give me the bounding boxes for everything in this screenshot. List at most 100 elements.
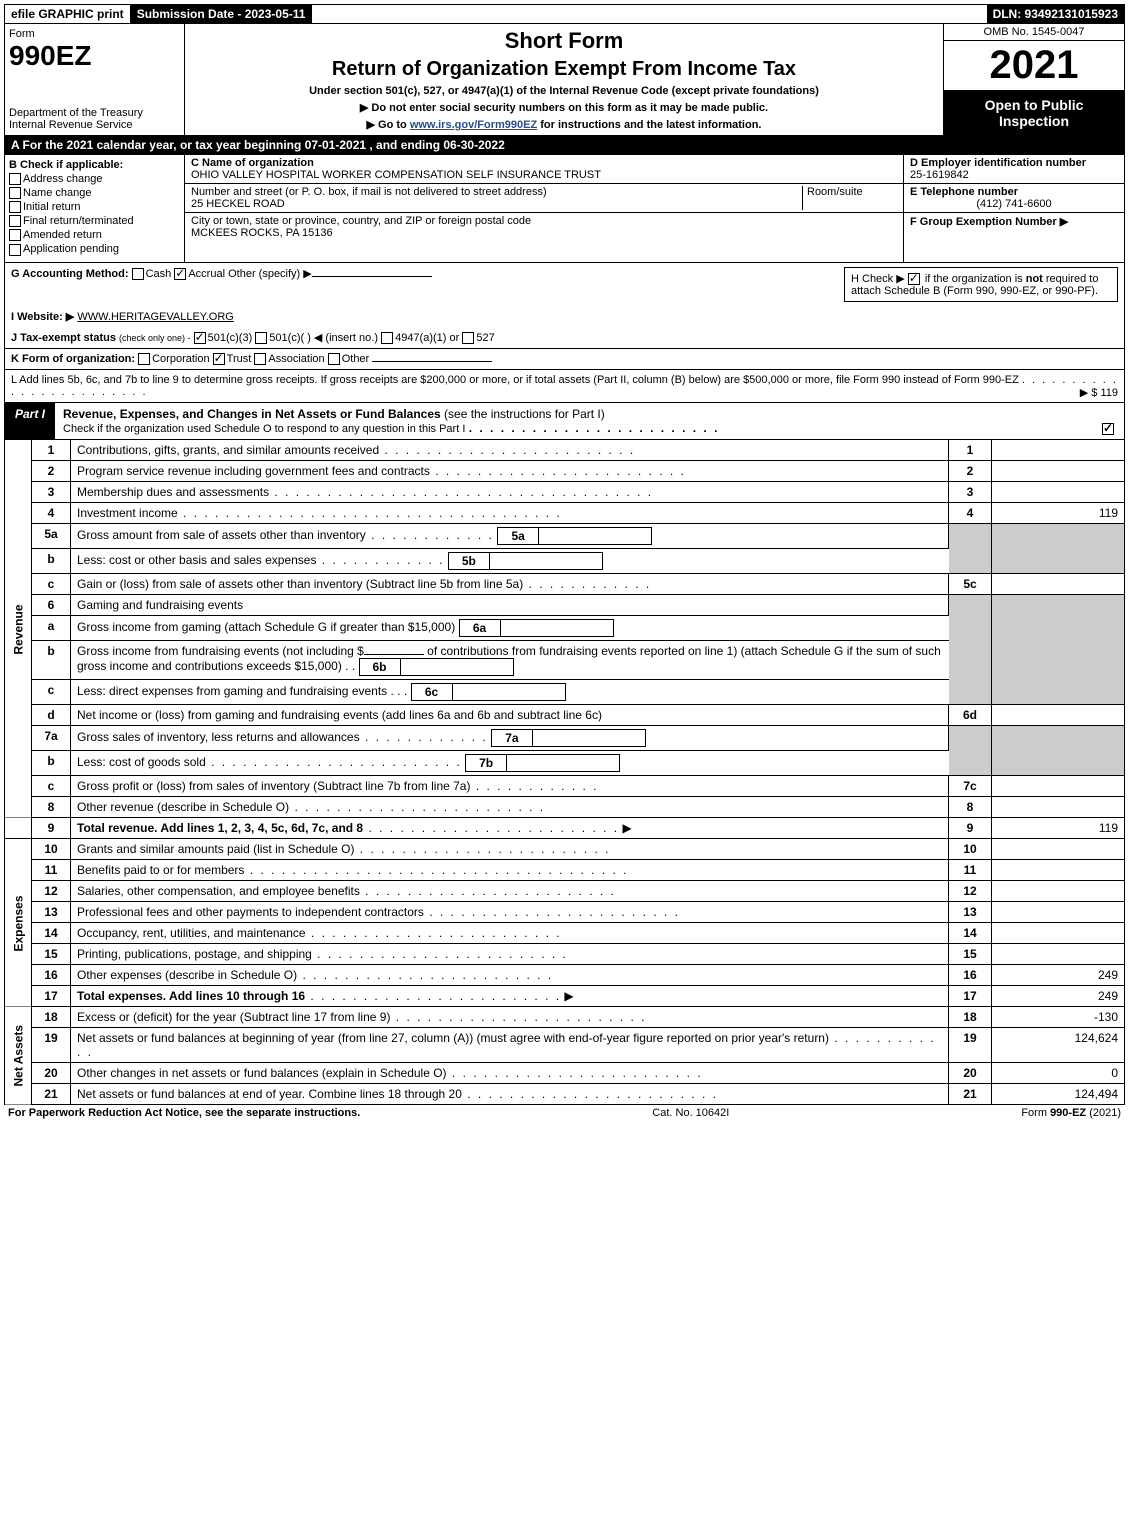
form-title: Return of Organization Exempt From Incom… — [193, 58, 935, 81]
check-4947[interactable] — [381, 332, 393, 344]
amt-19: 124,624 — [992, 1027, 1125, 1062]
col-b: B Check if applicable: Address change Na… — [5, 155, 185, 262]
check-pending[interactable] — [9, 244, 21, 256]
footer-right: Form 990-EZ (2021) — [1021, 1107, 1121, 1119]
check-name[interactable] — [9, 187, 21, 199]
k-label: K Form of organization: — [11, 353, 135, 365]
check-final[interactable] — [9, 215, 21, 227]
lbl-initial: Initial return — [23, 201, 80, 213]
top-bar: efile GRAPHIC print Submission Date - 20… — [4, 4, 1125, 24]
line-19: Net assets or fund balances at beginning… — [77, 1031, 829, 1045]
check-accrual[interactable] — [174, 268, 186, 280]
check-trust[interactable] — [213, 353, 225, 365]
c-name-label: C Name of organization — [191, 157, 314, 169]
lbl-pending: Application pending — [23, 243, 119, 255]
header-middle: Short Form Return of Organization Exempt… — [185, 24, 944, 135]
website-value[interactable]: WWW.HERITAGEVALLEY.ORG — [77, 311, 233, 323]
check-501c3[interactable] — [194, 332, 206, 344]
i-label: I Website: ▶ — [11, 311, 74, 323]
line-21: Net assets or fund balances at end of ye… — [77, 1087, 462, 1101]
check-schedule-o[interactable] — [1102, 423, 1114, 435]
lbl-final: Final return/terminated — [23, 215, 134, 227]
line-6c: Less: direct expenses from gaming and fu… — [77, 684, 387, 698]
line-5a: Gross amount from sale of assets other t… — [77, 528, 366, 542]
j-label: J Tax-exempt status — [11, 332, 116, 344]
d-label: D Employer identification number — [910, 157, 1086, 169]
col-c: C Name of organization OHIO VALLEY HOSPI… — [185, 155, 904, 262]
check-amended[interactable] — [9, 229, 21, 241]
line-11: Benefits paid to or for members — [77, 863, 244, 877]
line-7c: Gross profit or (loss) from sales of inv… — [77, 779, 470, 793]
other-org-line[interactable] — [372, 361, 492, 362]
short-form-label: Short Form — [193, 28, 935, 54]
check-527[interactable] — [462, 332, 474, 344]
check-assoc[interactable] — [254, 353, 266, 365]
efile-label[interactable]: efile GRAPHIC print — [5, 5, 131, 23]
goto-pre: ▶ Go to — [367, 119, 410, 131]
form-header: Form 990EZ Department of the Treasury In… — [4, 24, 1125, 136]
row-k: K Form of organization: Corporation Trus… — [4, 349, 1125, 370]
side-net-assets: Net Assets — [5, 1007, 32, 1105]
street-label: Number and street (or P. O. box, if mail… — [191, 186, 547, 198]
form-word: Form — [9, 28, 180, 40]
part1-header: Part I Revenue, Expenses, and Changes in… — [4, 403, 1125, 440]
room-label: Room/suite — [803, 186, 897, 210]
amt-21: 124,494 — [992, 1083, 1125, 1104]
line-15: Printing, publications, postage, and shi… — [77, 947, 312, 961]
city-value: MCKEES ROCKS, PA 15136 — [191, 227, 333, 239]
header-right: OMB No. 1545-0047 2021 Open to Public In… — [944, 24, 1124, 135]
line-8: Other revenue (describe in Schedule O) — [77, 800, 289, 814]
line-10: Grants and similar amounts paid (list in… — [77, 842, 354, 856]
line-3: Membership dues and assessments — [77, 485, 269, 499]
line-6b-1: Gross income from fundraising events (no… — [77, 644, 364, 658]
amt-9: 119 — [992, 817, 1125, 838]
phone-value: (412) 741-6600 — [910, 198, 1118, 210]
line-12: Salaries, other compensation, and employ… — [77, 884, 360, 898]
revenue-table: Revenue 1 Contributions, gifts, grants, … — [4, 440, 1125, 839]
line-2: Program service revenue including govern… — [77, 464, 430, 478]
department: Department of the Treasury Internal Reve… — [9, 107, 180, 131]
l-amount: ▶ $ 119 — [1080, 386, 1118, 399]
street-value: 25 HECKEL ROAD — [191, 198, 285, 210]
line-9: Total revenue. Add lines 1, 2, 3, 4, 5c,… — [77, 821, 363, 835]
e-label: E Telephone number — [910, 186, 1018, 198]
line-17: Total expenses. Add lines 10 through 16 — [77, 989, 305, 1003]
check-other-org[interactable] — [328, 353, 340, 365]
amt-16: 249 — [992, 964, 1125, 985]
side-expenses: Expenses — [5, 839, 32, 1007]
check-initial[interactable] — [9, 201, 21, 213]
goto-instructions: ▶ Go to www.irs.gov/Form990EZ for instru… — [193, 118, 935, 131]
footer-mid: Cat. No. 10642I — [652, 1107, 729, 1119]
org-name: OHIO VALLEY HOSPITAL WORKER COMPENSATION… — [191, 169, 601, 181]
g-accounting: G Accounting Method: Cash Accrual Other … — [11, 267, 432, 280]
f-label: F Group Exemption Number ▶ — [910, 216, 1068, 228]
lbl-name: Name change — [23, 187, 92, 199]
l-text: L Add lines 5b, 6c, and 7b to line 9 to … — [11, 374, 1019, 386]
ssn-warning: ▶ Do not enter social security numbers o… — [193, 101, 935, 114]
check-corp[interactable] — [138, 353, 150, 365]
check-501c[interactable] — [255, 332, 267, 344]
ein-value: 25-1619842 — [910, 169, 969, 181]
section-a: A For the 2021 calendar year, or tax yea… — [4, 136, 1125, 155]
line-18: Excess or (deficit) for the year (Subtra… — [77, 1010, 390, 1024]
check-h[interactable] — [908, 273, 920, 285]
line-6: Gaming and fundraising events — [71, 594, 949, 615]
form-number: 990EZ — [9, 40, 180, 72]
irs-link[interactable]: www.irs.gov/Form990EZ — [410, 119, 537, 131]
row-i: I Website: ▶ WWW.HERITAGEVALLEY.ORG — [4, 306, 1125, 327]
line-5c: Gain or (loss) from sale of assets other… — [77, 577, 523, 591]
row-gh: G Accounting Method: Cash Accrual Other … — [4, 263, 1125, 306]
net-assets-table: Net Assets 18Excess or (deficit) for the… — [4, 1007, 1125, 1105]
amt-20: 0 — [992, 1062, 1125, 1083]
line-1: Contributions, gifts, grants, and simila… — [77, 443, 379, 457]
h-box: H Check ▶ if the organization is not req… — [844, 267, 1118, 302]
line-5b: Less: cost or other basis and sales expe… — [77, 553, 316, 567]
check-cash[interactable] — [132, 268, 144, 280]
city-label: City or town, state or province, country… — [191, 215, 531, 227]
line-7a: Gross sales of inventory, less returns a… — [77, 730, 360, 744]
check-address[interactable] — [9, 173, 21, 185]
line-20: Other changes in net assets or fund bala… — [77, 1066, 447, 1080]
line-13: Professional fees and other payments to … — [77, 905, 424, 919]
other-specify[interactable] — [312, 276, 432, 277]
amt-4: 119 — [992, 502, 1125, 523]
